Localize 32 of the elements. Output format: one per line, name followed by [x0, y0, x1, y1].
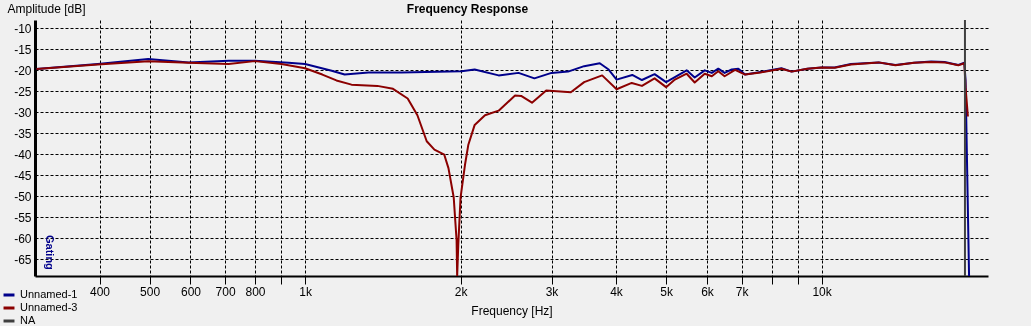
- y-tick-label: -25: [14, 84, 32, 99]
- y-tick-label: -65: [14, 252, 32, 267]
- x-tick-label: 6k: [701, 284, 715, 299]
- x-axis-title: Frequency [Hz]: [471, 303, 553, 318]
- x-tick-label: 3k: [545, 284, 560, 299]
- x-tick-label: 600: [180, 284, 202, 299]
- chart-title: Frequency Response: [406, 2, 529, 16]
- x-tick-label: 1k: [299, 284, 313, 299]
- y-tick-label: -40: [14, 147, 32, 162]
- y-axis-title: Amplitude [dB]: [7, 1, 86, 16]
- annotation: Gating: [44, 235, 56, 270]
- x-tick-label: 4k: [610, 284, 624, 299]
- x-tick-label: 5k: [660, 284, 674, 299]
- y-tick-label: -15: [14, 42, 32, 57]
- y-tick-label: -35: [14, 126, 32, 141]
- x-tick-label: 500: [140, 284, 161, 299]
- x-tick-label: 10k: [812, 284, 833, 299]
- y-tick-label: -10: [14, 21, 32, 36]
- x-tick-label: 400: [90, 284, 111, 299]
- x-tick-label: 2k: [454, 284, 469, 299]
- y-tick-label: -50: [14, 189, 32, 204]
- y-tick-label: -45: [14, 168, 32, 183]
- legend-label: Unnamed-1: [20, 288, 78, 300]
- y-tick-label: -30: [14, 105, 32, 120]
- y-tick-label: -60: [14, 231, 32, 246]
- x-tick-label: 800: [245, 284, 266, 299]
- legend-label: Unnamed-3: [20, 301, 78, 313]
- x-tick-label: 700: [215, 284, 236, 299]
- y-tick-label: -20: [14, 63, 32, 78]
- legend-label: NA: [20, 314, 36, 326]
- y-tick-label: -55: [14, 210, 32, 225]
- x-tick-label: 7k: [735, 284, 750, 299]
